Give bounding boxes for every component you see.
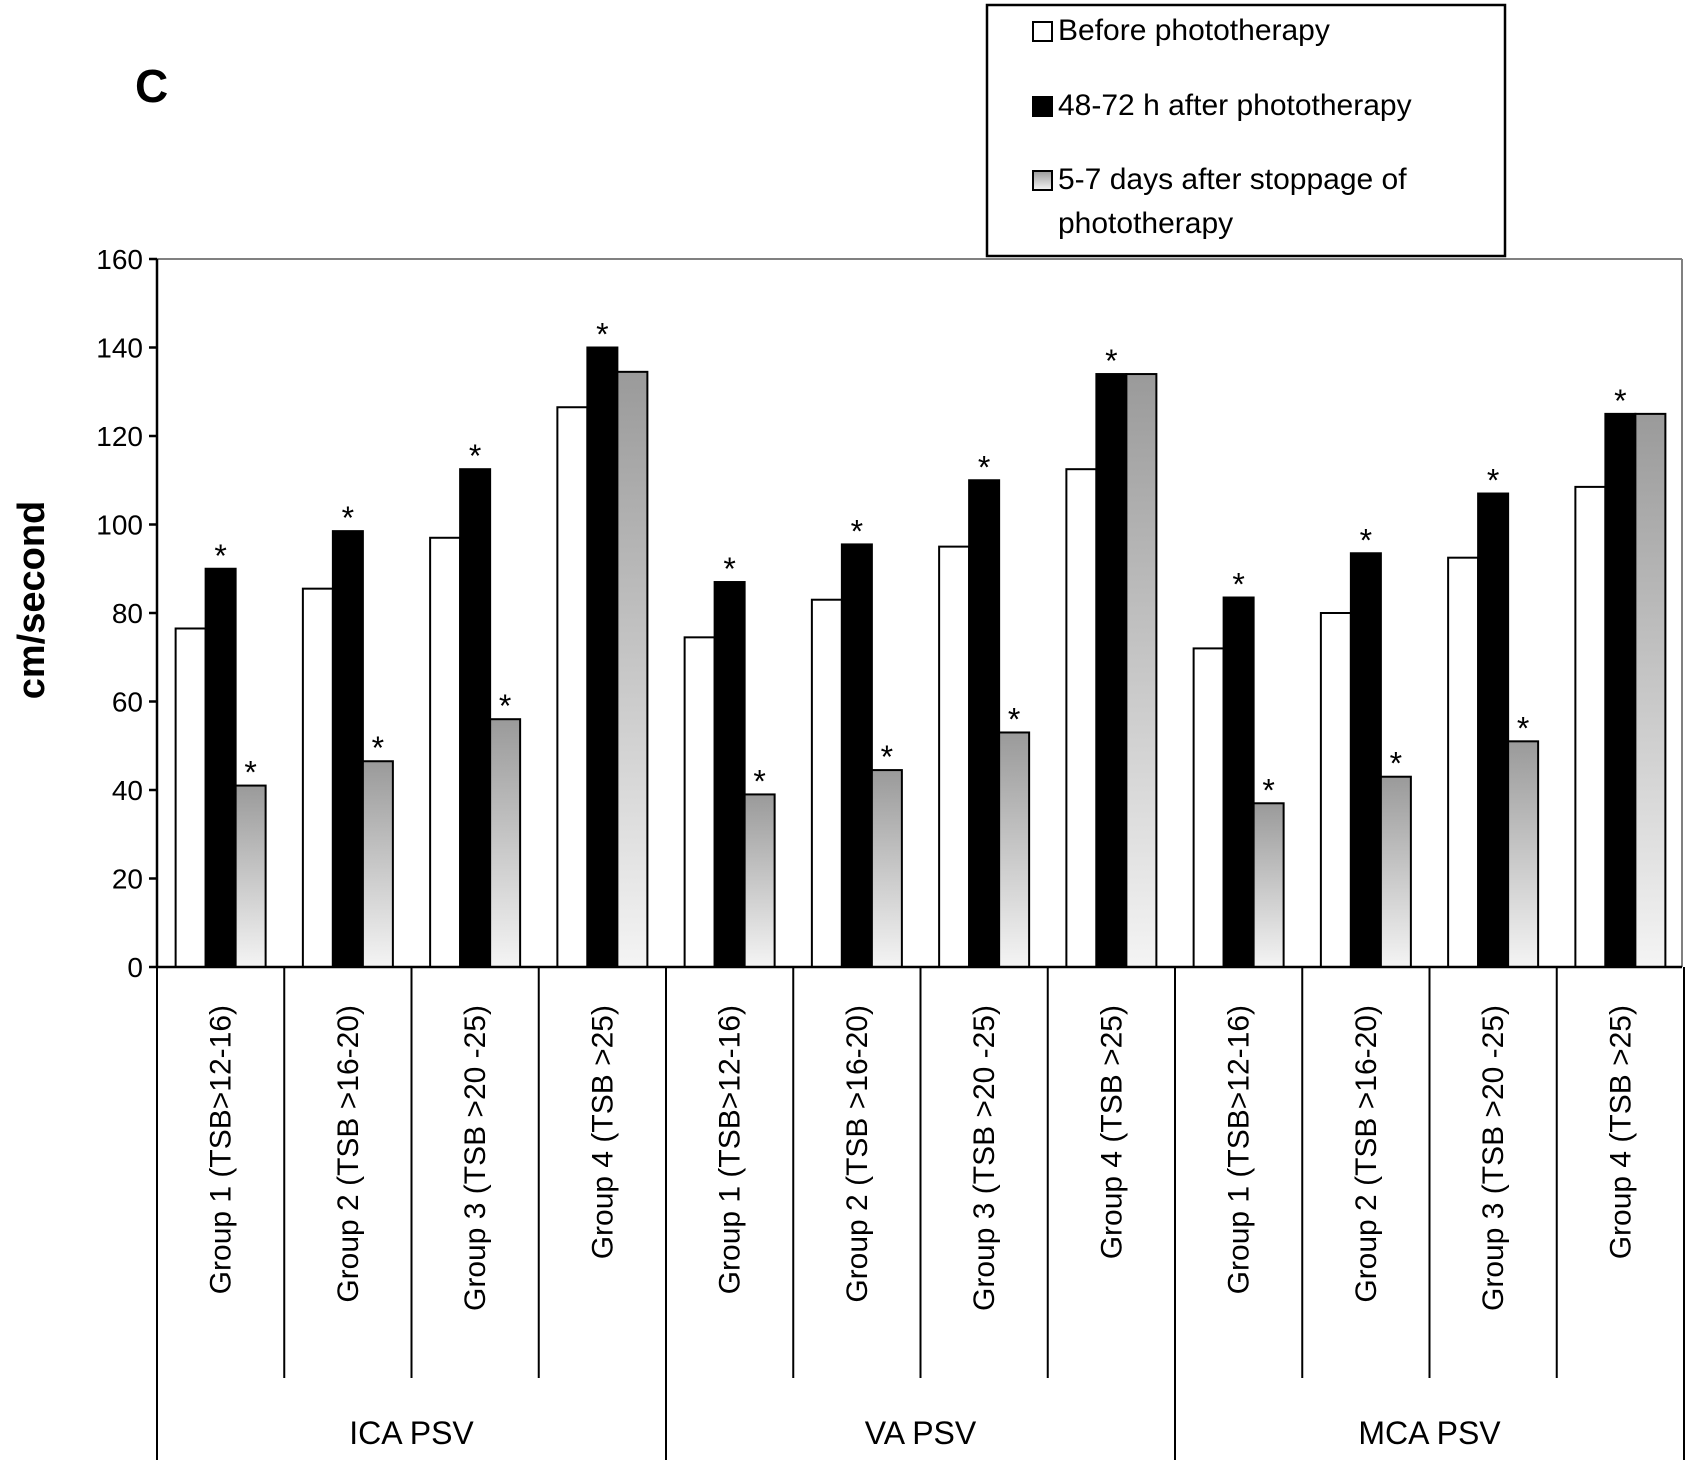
significance-star: * [1008,701,1020,737]
bar-48-72h [1222,596,1255,968]
significance-star: * [342,500,354,536]
x-tick-label: Group 4 (TSB >25) [586,1005,619,1259]
significance-star: * [978,449,990,485]
bar-5-7days [1634,412,1667,968]
y-tick-label: 40 [112,775,143,806]
bar-48-72h [586,346,619,968]
y-tick-label: 160 [96,244,143,275]
bar-before [174,627,207,968]
bar-48-72h [459,468,492,968]
significance-star: * [372,730,384,766]
significance-star: * [214,538,226,574]
bar-48-72h [1477,492,1510,968]
significance-star: * [596,317,608,353]
bar-before [810,598,843,968]
legend-box [985,3,1507,258]
significance-star: * [1390,746,1402,782]
significance-star: * [1614,383,1626,419]
significance-star: * [1262,772,1274,808]
legend-label-before: Before phototherapy [1058,14,1330,47]
panel-label: C [135,60,168,112]
y-axis: 0 20 40 60 80 100 120 140 160 [96,244,159,983]
legend-label-5-7days: 5-7 days after stoppage of phototherapy [1058,163,1415,240]
legend-label-48-72h: 48-72 h after phototherapy [1058,89,1412,122]
significance-star: * [1105,343,1117,379]
x-tick-label: Group 2 (TSB >16-20) [332,1005,365,1303]
x-tick-label: Group 1 (TSB>12-16) [205,1005,238,1294]
bar-5-7days [1379,775,1412,968]
legend: Before phototherapy 48-72 h after photot… [985,3,1507,258]
bar-before [301,587,334,968]
significance-star: * [723,551,735,587]
bar-48-72h [204,567,237,968]
bar-5-7days [1125,373,1158,968]
bar-5-7days [1252,802,1285,969]
legend-label-5-7days-line2: phototherapy [1058,207,1233,240]
bar-before [938,545,971,968]
y-tick-label: 0 [127,952,143,983]
x-tick-label: Group 4 (TSB >25) [1095,1005,1128,1259]
x-tick-label: Group 4 (TSB >25) [1604,1005,1637,1259]
bar-5-7days [1507,740,1540,969]
bar-5-7days [489,718,522,969]
y-axis-title: cm/second [11,501,53,700]
x-tick-label: Group 3 (TSB >20 -25) [968,1005,1001,1311]
bar-before [1447,556,1480,968]
legend-swatch-before [1032,21,1053,42]
y-tick-label: 60 [112,687,143,718]
x-axis: Group 1 (TSB>12-16) Group 2 (TSB >16-20) G… [156,965,1685,1460]
bar-5-7days [998,731,1031,968]
legend-swatch-48-72h [1032,96,1053,117]
legend-label-5-7days-line1: 5-7 days after stoppage of [1058,163,1407,196]
bar-5-7days [361,760,394,968]
bar-before [683,636,716,969]
bar-48-72h [840,543,873,968]
x-tick-label: Group 3 (TSB >20 -25) [1477,1005,1510,1311]
bar-5-7days [743,793,776,968]
group-label: MCA PSV [1358,1415,1501,1451]
legend-swatch-5-7days [1032,170,1053,191]
significance-star: * [1517,710,1529,746]
bar-before [1192,647,1225,969]
significance-star: * [1487,463,1499,499]
bar-5-7days [870,769,903,969]
y-tick-label: 120 [96,421,143,452]
bar-48-72h [968,479,1001,968]
bar-before [1319,612,1352,968]
y-tick-label: 100 [96,510,143,541]
group-label: VA PSV [865,1415,977,1451]
significance-star: * [244,755,256,791]
significance-star: * [753,763,765,799]
significance-star: * [881,739,893,775]
significance-star: * [1360,522,1372,558]
bar-48-72h [1349,552,1382,968]
y-tick-label: 80 [112,598,143,629]
bars-layer [174,346,1667,969]
bar-before [1065,468,1098,968]
x-tick-label: Group 3 (TSB >20 -25) [459,1005,492,1311]
bar-48-72h [1095,373,1128,968]
significance-star: * [851,513,863,549]
x-tick-label: Group 2 (TSB >16-20) [1350,1005,1383,1303]
plot-frame [157,258,1683,967]
x-tick-label: Group 2 (TSB >16-20) [841,1005,874,1303]
group-label: ICA PSV [349,1415,474,1451]
significance-markers: * * * * * * * * * * * * * * * * * * * * * [214,317,1626,809]
bar-48-72h [713,581,746,969]
bar-48-72h [331,530,364,968]
bar-before [1574,485,1607,968]
significance-star: * [1232,567,1244,603]
x-tick-label: Group 1 (TSB>12-16) [714,1005,747,1294]
bar-48-72h [1604,412,1637,968]
bar-5-7days [616,370,649,968]
bar-before [429,536,462,969]
x-tick-label: Group 1 (TSB>12-16) [1223,1005,1256,1294]
y-tick-label: 140 [96,333,143,364]
significance-star: * [469,438,481,474]
y-tick-label: 20 [112,864,143,895]
bar-5-7days [234,784,267,969]
significance-star: * [499,688,511,724]
bar-before [556,406,589,968]
